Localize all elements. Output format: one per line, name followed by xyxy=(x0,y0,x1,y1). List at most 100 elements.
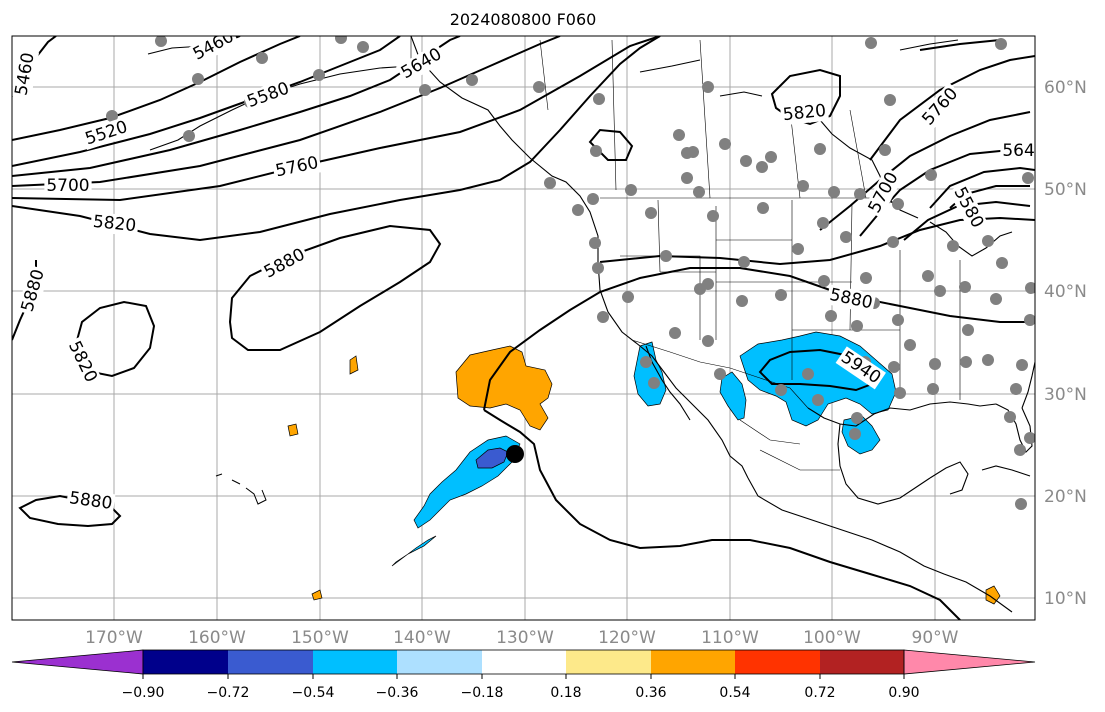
colorbar-tick-label: −0.36 xyxy=(376,685,419,701)
colorbar-min-extend xyxy=(11,649,144,675)
colorbar-tick-label: 0.90 xyxy=(888,685,919,701)
great-lakes xyxy=(929,221,1013,257)
lat-label: 10°N xyxy=(1044,589,1087,609)
east-coast xyxy=(1021,361,1035,409)
contour-label-halo xyxy=(80,116,133,151)
contour-5880-main xyxy=(483,267,1035,411)
colorbar: −0.90 −0.72 −0.54 −0.36 −0.18 0.18 0.36 … xyxy=(11,649,1036,701)
us-mexico-border xyxy=(631,339,809,409)
contour-label: 5820 xyxy=(782,101,827,125)
negative-anomaly-ocean-tail xyxy=(391,535,437,567)
mexico-gulf-coast xyxy=(837,423,931,505)
lon-label: 90°W xyxy=(912,628,959,648)
contour-label-halo xyxy=(779,100,830,126)
arctic-islands xyxy=(639,39,959,97)
positive-anomaly-south xyxy=(311,589,323,601)
contour-label: 5640 xyxy=(1002,141,1045,161)
colorbar-frame xyxy=(142,649,905,675)
lon-label: 170°W xyxy=(85,628,143,648)
contour-label-halo xyxy=(271,152,323,182)
colorbar-tick-label: 0.18 xyxy=(550,685,581,701)
colorbar-bin xyxy=(397,650,482,674)
colorbar-bin xyxy=(143,650,228,674)
lon-label: 150°W xyxy=(291,628,349,648)
colorbar-bin xyxy=(820,650,904,674)
lat-label: 50°N xyxy=(1044,180,1087,200)
contour-label-halo xyxy=(863,167,904,219)
hawaii-chain xyxy=(215,473,267,505)
colorbar-bin xyxy=(313,650,397,674)
contour-label-halo xyxy=(12,49,40,100)
colorbar-max-extend xyxy=(903,649,1036,675)
contour-label-halo xyxy=(825,284,877,314)
contour-5820-small xyxy=(588,128,634,161)
contour-label-halo xyxy=(1000,141,1035,161)
lat-label: 40°N xyxy=(1044,282,1087,302)
contour-low-1 xyxy=(929,166,1035,209)
map-title: 2024080800 F060 xyxy=(449,10,597,29)
longitude-axis: 170°W 160°W 150°W 140°W 130°W 120°W 110°… xyxy=(85,628,959,648)
contour-label-halo xyxy=(44,176,92,196)
contour-5700 xyxy=(12,36,561,187)
contour-label-halo xyxy=(242,77,294,113)
mexico-states xyxy=(739,419,840,471)
contour-5520 xyxy=(12,36,301,141)
contour-label-halo xyxy=(188,36,240,66)
colorbar-tick-label: 0.36 xyxy=(635,685,666,701)
contour-5880-south xyxy=(483,409,961,620)
colorbar-tick-label: −0.72 xyxy=(207,685,250,701)
contour-5760-east xyxy=(869,55,1035,161)
colorbar-tick-label: 0.54 xyxy=(719,685,750,701)
contour-label-halo xyxy=(63,336,102,388)
lon-label: 110°W xyxy=(701,628,759,648)
positive-anomaly-central-america xyxy=(985,585,1001,605)
positive-anomaly-offshore xyxy=(455,345,553,431)
negative-anomaly-core xyxy=(475,447,509,469)
contour-label-halo xyxy=(259,243,311,284)
latitude-axis: 60°N 50°N 40°N 30°N 20°N 10°N xyxy=(1044,78,1087,609)
contour-label-halo xyxy=(17,265,50,317)
contour-label: 5820 xyxy=(92,212,137,236)
contour-label-halo xyxy=(65,487,116,515)
storm-center-marker xyxy=(506,445,524,463)
contour-trough-1 xyxy=(819,111,1031,231)
positive-anomaly-north-pacific xyxy=(349,355,359,375)
colorbar-tick-label: −0.90 xyxy=(122,685,165,701)
lon-label: 160°W xyxy=(188,628,246,648)
colorbar-tick-label: 0.72 xyxy=(804,685,835,701)
contour-label-halo xyxy=(396,43,447,85)
station-markers xyxy=(106,36,1035,510)
negative-anomaly-mexico xyxy=(719,371,747,421)
colorbar-bin xyxy=(228,650,313,674)
lon-label: 130°W xyxy=(496,628,554,648)
colorbar-tick-label: −0.18 xyxy=(461,685,504,701)
contour-label: 5700 xyxy=(46,176,89,196)
lon-label: 120°W xyxy=(598,628,656,648)
colorbar-bin xyxy=(482,650,566,674)
colorbar-tick-label: −0.54 xyxy=(292,685,335,701)
lat-label: 30°N xyxy=(1044,385,1087,405)
colorbar-ticks xyxy=(142,674,905,679)
map-frame xyxy=(11,35,1036,621)
contour-label-halo xyxy=(835,346,886,390)
colorbar-bin xyxy=(735,650,820,674)
contour-5880-hawaii xyxy=(18,494,122,528)
contour-labels: 5460 5460 5520 5580 5640 5700 5760 5820 … xyxy=(12,36,1045,515)
map-area xyxy=(12,36,1035,620)
yucatan xyxy=(929,461,969,495)
colorbar-bin xyxy=(566,650,651,674)
lon-label: 140°W xyxy=(393,628,451,648)
contour-5760 xyxy=(12,36,661,202)
lat-label: 20°N xyxy=(1044,487,1087,507)
lat-label: 60°N xyxy=(1044,78,1087,98)
contour-label-halo xyxy=(89,211,140,237)
contour-label-halo xyxy=(948,182,989,234)
positive-anomaly-hawaii-west xyxy=(287,423,299,437)
contour-5700-east xyxy=(919,39,1001,51)
gulf-coast xyxy=(807,401,997,427)
contour-5820 xyxy=(12,36,661,242)
pacific-islands xyxy=(215,473,267,505)
canada-provinces xyxy=(539,39,867,199)
contour-label-halo xyxy=(917,82,964,131)
